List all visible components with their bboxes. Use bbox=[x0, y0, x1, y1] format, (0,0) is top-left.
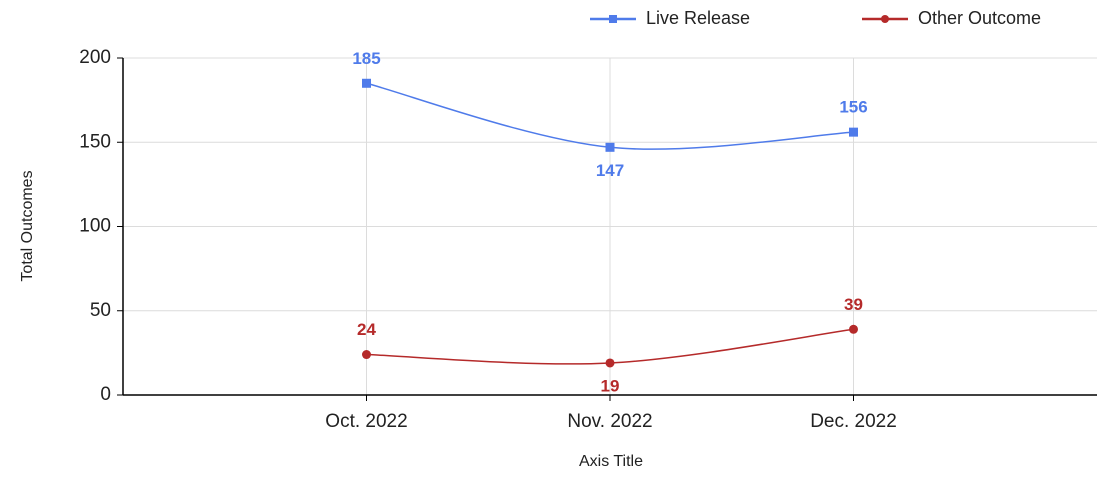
legend-marker bbox=[881, 15, 889, 23]
marker bbox=[605, 358, 615, 368]
marker bbox=[362, 78, 371, 88]
marker bbox=[362, 350, 371, 360]
data-label: 185 bbox=[352, 49, 380, 68]
legend-label: Live Release bbox=[646, 8, 750, 28]
y-tick-label: 200 bbox=[79, 47, 111, 68]
data-label: 156 bbox=[839, 98, 867, 117]
x-tick-label: Dec. 2022 bbox=[810, 411, 897, 432]
y-tick-label: 100 bbox=[79, 216, 111, 237]
x-tick-label: Nov. 2022 bbox=[567, 411, 652, 432]
data-label: 19 bbox=[601, 376, 620, 395]
legend-marker bbox=[609, 15, 617, 23]
marker bbox=[605, 142, 615, 152]
marker bbox=[849, 324, 858, 334]
data-label: 39 bbox=[844, 295, 863, 314]
y-tick-label: 50 bbox=[90, 300, 111, 321]
x-axis-title: Axis Title bbox=[579, 453, 643, 470]
data-label: 24 bbox=[357, 320, 376, 339]
y-tick-label: 0 bbox=[100, 384, 111, 405]
x-tick-label: Oct. 2022 bbox=[325, 411, 407, 432]
data-label: 147 bbox=[596, 161, 624, 180]
y-axis-title: Total Outcomes bbox=[19, 170, 36, 281]
marker bbox=[849, 127, 858, 137]
y-tick-label: 150 bbox=[79, 131, 111, 152]
legend-label: Other Outcome bbox=[918, 8, 1041, 28]
